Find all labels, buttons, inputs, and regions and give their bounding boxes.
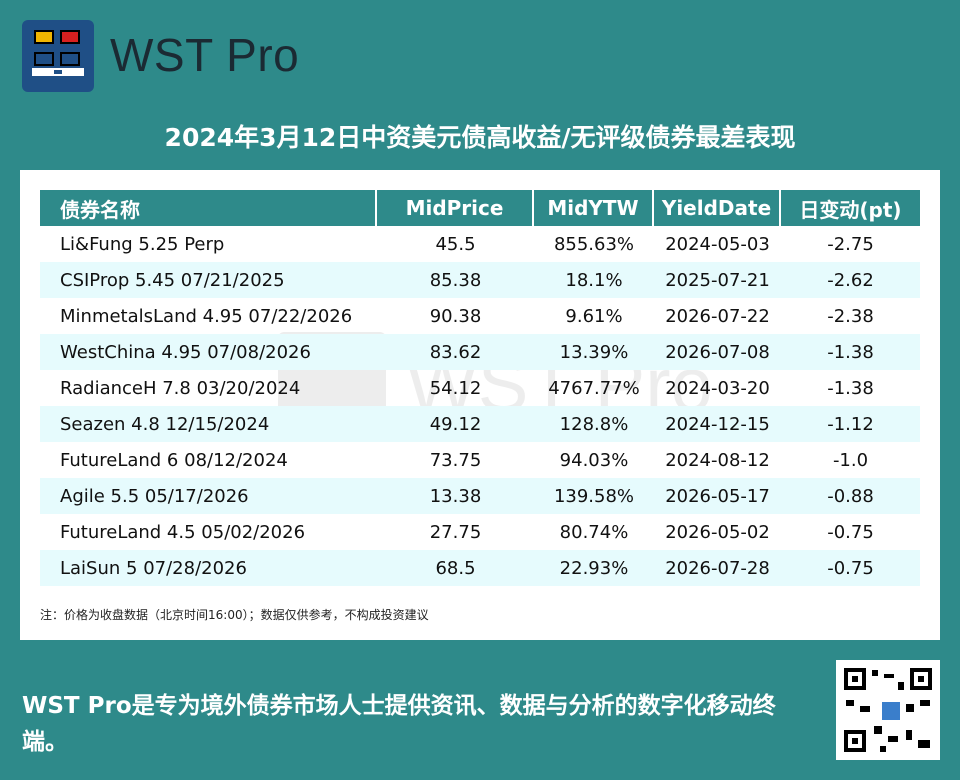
cell-yielddate: 2025-07-21 [654,262,781,298]
cell-daily-change: -1.38 [781,334,920,370]
cell-bond-name: LaiSun 5 07/28/2026 [40,550,377,586]
cell-daily-change: -1.12 [781,406,920,442]
cell-yielddate: 2024-12-15 [654,406,781,442]
cell-midprice: 85.38 [377,262,534,298]
cell-midprice: 54.12 [429,377,482,399]
cell-daily-change: -2.75 [827,233,874,255]
cell-daily-change: -1.0 [832,449,869,471]
cell-yielddate: 2026-07-08 [654,334,781,370]
cell-yielddate: 2024-08-12 [665,449,770,471]
header-midprice: MidPrice [377,190,534,226]
cell-bond-name: CSIProp 5.45 07/21/2025 [40,262,377,298]
cell-midytw: 128.8% [534,406,654,442]
cell-midytw: 13.39% [534,334,654,370]
cell-bond-name: FutureLand 6 08/12/2024 [60,449,288,471]
footer-tagline: WST Pro是专为境外债券市场人士提供资讯、数据与分析的数字化移动终端。 [22,693,776,755]
table-row: RadianceH 7.8 03/20/2024 54.12 4767.77% 202… [40,370,920,406]
table-row: WestChina 4.95 07/08/2026 83.62 13.39% 2026… [40,334,920,370]
cell-midprice: 45.5 [435,233,476,255]
cell-midprice: 90.38 [429,305,482,327]
cell-daily-change: -2.38 [827,305,874,327]
cell-midprice: 83.62 [377,334,534,370]
cell-midprice: 13.38 [377,478,534,514]
cell-daily-change: -0.75 [827,521,874,543]
header-bond-name: 债券名称 [40,190,377,226]
cell-daily-change: -2.62 [781,262,920,298]
table-row: CSIProp 5.45 07/21/2025 85.38 18.1% 2025-07… [40,262,920,298]
table-row: LaiSun 5 07/28/2026 68.5 22.93% 2026-07-28-… [40,550,920,586]
cell-midytw: 22.93% [534,550,654,586]
bond-table: 债券名称 MidPrice MidYTW YieldDate 日变动(pt) L… [40,190,920,586]
cell-yielddate: 2026-05-17 [654,478,781,514]
cell-midytw: 139.58% [534,478,654,514]
table-row: Seazen 4.8 12/15/2024 49.12 128.8% 2024-12-… [40,406,920,442]
table-row: MinmetalsLand 4.95 07/22/2026 90.38 9.61% 2… [40,298,920,334]
table-row: Agile 5.5 05/17/2026 13.38 139.58% 2026-05-… [40,478,920,514]
header-yielddate: YieldDate [654,190,781,226]
cell-midprice: 73.75 [429,449,482,471]
cell-yielddate: 2026-07-28 [654,550,781,586]
table-panel: WST Pro 债券名称 MidPrice MidYTW YieldDate 日… [20,170,940,640]
cell-midytw: 94.03% [559,449,629,471]
cell-bond-name: RadianceH 7.8 03/20/2024 [60,377,301,399]
cell-midprice: 68.5 [377,550,534,586]
table-row: FutureLand 6 08/12/2024 73.75 94.03% 2024-0… [40,442,920,478]
cell-midytw: 9.61% [565,305,623,327]
header-midytw: MidYTW [534,190,654,226]
cell-yielddate: 2026-05-02 [665,521,770,543]
table-row: Li&Fung 5.25 Perp 45.5 855.63% 2024-05-03 -2… [40,226,920,262]
cell-midprice: 27.75 [429,521,482,543]
table-row: FutureLand 4.5 05/02/2026 27.75 80.74% 2026… [40,514,920,550]
disclaimer-note: 注：价格为收盘数据（北京时间16:00）；数据仅供参考，不构成投资建议 [40,608,429,622]
cell-midytw: 80.74% [559,521,629,543]
cell-midytw: 18.1% [534,262,654,298]
page-title: 2024年3月12日中资美元债高收益/无评级债券最差表现 [164,123,796,152]
cell-bond-name: Seazen 4.8 12/15/2024 [40,406,377,442]
cell-midytw: 4767.77% [548,377,640,399]
table-header-row: 债券名称 MidPrice MidYTW YieldDate 日变动(pt) [40,190,920,226]
cell-midytw: 855.63% [553,233,635,255]
cell-midprice: 49.12 [377,406,534,442]
cell-daily-change: -0.88 [781,478,920,514]
qr-code-icon [836,660,940,760]
cell-daily-change: -0.75 [781,550,920,586]
header-daily-change: 日变动(pt) [781,190,920,226]
cell-bond-name: MinmetalsLand 4.95 07/22/2026 [60,305,353,327]
cell-daily-change: -1.38 [827,377,874,399]
brand-name: WST Pro [110,29,300,81]
cell-bond-name: Agile 5.5 05/17/2026 [40,478,377,514]
cell-bond-name: Li&Fung 5.25 Perp [60,233,225,255]
cell-bond-name: WestChina 4.95 07/08/2026 [40,334,377,370]
cell-yielddate: 2026-07-22 [665,305,770,327]
cell-bond-name: FutureLand 4.5 05/02/2026 [60,521,306,543]
wst-logo-icon [22,20,94,92]
cell-yielddate: 2024-05-03 [665,233,770,255]
cell-yielddate: 2024-03-20 [665,377,770,399]
